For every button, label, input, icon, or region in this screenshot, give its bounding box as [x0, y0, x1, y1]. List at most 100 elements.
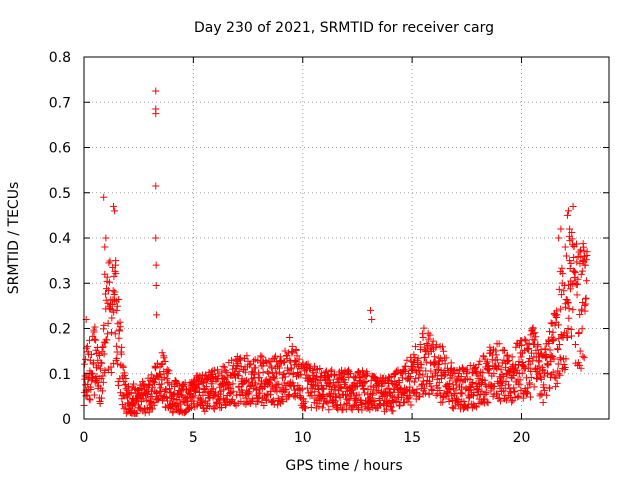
data-point	[185, 385, 193, 393]
data-point	[222, 367, 230, 375]
data-point	[556, 371, 564, 379]
data-point	[177, 391, 185, 399]
data-point	[96, 400, 104, 408]
x-tick-label: 15	[403, 430, 421, 446]
data-point	[271, 375, 279, 383]
data-point	[525, 379, 533, 387]
data-point	[223, 368, 231, 376]
data-point	[416, 370, 424, 378]
data-point	[495, 394, 503, 402]
data-point	[576, 311, 584, 319]
data-point	[555, 285, 563, 293]
data-point	[515, 392, 523, 400]
data-point	[581, 261, 589, 269]
data-point	[258, 353, 266, 361]
data-point	[318, 404, 326, 412]
data-point	[83, 342, 91, 350]
data-point	[492, 351, 500, 359]
data-point	[292, 346, 300, 354]
y-axis-label: SRMTID / TECUs	[6, 182, 22, 295]
data-point	[90, 328, 98, 336]
data-point	[245, 390, 253, 398]
data-point	[569, 306, 577, 314]
data-point	[202, 383, 210, 391]
data-point	[93, 378, 101, 386]
data-point	[82, 355, 90, 363]
data-point	[560, 287, 568, 295]
data-point	[438, 343, 446, 351]
data-point	[360, 385, 368, 393]
data-point	[285, 391, 293, 399]
data-point	[304, 360, 312, 368]
data-point	[436, 386, 444, 394]
data-point	[565, 207, 573, 215]
data-point	[338, 406, 346, 414]
data-point	[573, 240, 581, 248]
data-point	[110, 202, 118, 210]
data-point	[300, 402, 308, 410]
data-point	[119, 363, 127, 371]
data-point	[220, 374, 228, 382]
data-point	[499, 379, 507, 387]
data-point	[497, 366, 505, 374]
data-point	[580, 354, 588, 362]
data-point	[495, 362, 503, 370]
data-point	[557, 225, 565, 233]
data-point	[422, 358, 430, 366]
data-point	[392, 367, 400, 375]
data-point	[463, 366, 471, 374]
data-point	[266, 376, 274, 384]
data-point	[269, 397, 277, 405]
data-point	[383, 405, 391, 413]
data-point	[552, 383, 560, 391]
data-point	[362, 378, 370, 386]
data-point	[361, 389, 369, 397]
data-point	[301, 398, 309, 406]
data-point	[569, 241, 577, 249]
data-point	[97, 359, 105, 367]
data-point	[218, 403, 226, 411]
data-point	[101, 243, 109, 251]
data-point	[577, 253, 585, 261]
data-point	[242, 368, 250, 376]
data-point	[283, 352, 291, 360]
data-point	[355, 391, 363, 399]
data-point	[483, 398, 491, 406]
data-point	[274, 401, 282, 409]
data-point	[104, 330, 112, 338]
data-point	[116, 327, 124, 335]
data-point	[448, 374, 456, 382]
data-point	[568, 229, 576, 237]
data-point	[286, 334, 294, 342]
data-point	[140, 382, 148, 390]
tick-layer	[83, 56, 609, 420]
data-point	[553, 379, 561, 387]
data-point	[517, 353, 525, 361]
data-point	[479, 369, 487, 377]
data-point	[349, 402, 357, 410]
data-point	[510, 384, 518, 392]
data-point	[112, 270, 120, 278]
data-point	[210, 405, 218, 413]
data-point	[324, 372, 332, 380]
data-point	[554, 360, 562, 368]
data-point	[103, 285, 111, 293]
data-point	[564, 333, 572, 341]
y-tick-labels: 0 0.1 0.2 0.3 0.4 0.5 0.6 0.7 0.8	[49, 50, 71, 428]
data-point	[360, 379, 368, 387]
data-point	[432, 341, 440, 349]
data-point	[152, 110, 160, 118]
data-point	[337, 385, 345, 393]
data-point	[574, 275, 582, 283]
data-point	[521, 335, 529, 343]
data-point	[87, 369, 95, 377]
data-point	[565, 305, 573, 313]
data-point	[162, 386, 170, 394]
data-point	[152, 282, 160, 290]
data-point	[152, 261, 160, 269]
data-point	[108, 314, 116, 322]
data-point	[101, 290, 109, 298]
data-point	[116, 375, 124, 383]
data-point	[435, 379, 443, 387]
